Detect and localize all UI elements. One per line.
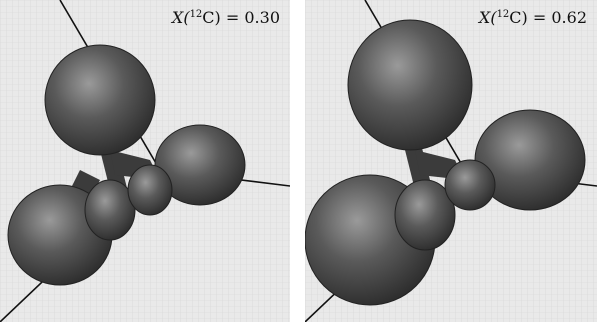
label-suffix: ) =	[521, 8, 552, 27]
label-suffix: ) =	[214, 8, 245, 27]
panel-label: X(12C) = 0.62	[479, 8, 587, 27]
isotope-symbol: C	[202, 8, 215, 27]
bubble-small	[444, 159, 496, 211]
bubble-top	[44, 44, 156, 156]
simulation-panel-left: X(12C) = 0.30	[0, 0, 290, 322]
label-prefix: X(	[478, 8, 497, 27]
bubble-small	[394, 179, 456, 251]
isotope-mass: 12	[496, 9, 510, 20]
bubble-right	[154, 124, 246, 206]
bubble-top	[347, 19, 473, 151]
label-value: 0.62	[551, 8, 587, 27]
render-right	[305, 0, 597, 322]
bubble-small	[84, 179, 136, 241]
label-value: 0.30	[244, 8, 280, 27]
isotope-symbol: C	[509, 8, 522, 27]
panel-label: X(12C) = 0.30	[172, 8, 280, 27]
render-left	[0, 0, 290, 322]
isotope-mass: 12	[189, 9, 203, 20]
simulation-panel-right: X(12C) = 0.62	[305, 0, 597, 322]
bubble-small	[127, 164, 173, 216]
label-prefix: X(	[171, 8, 190, 27]
